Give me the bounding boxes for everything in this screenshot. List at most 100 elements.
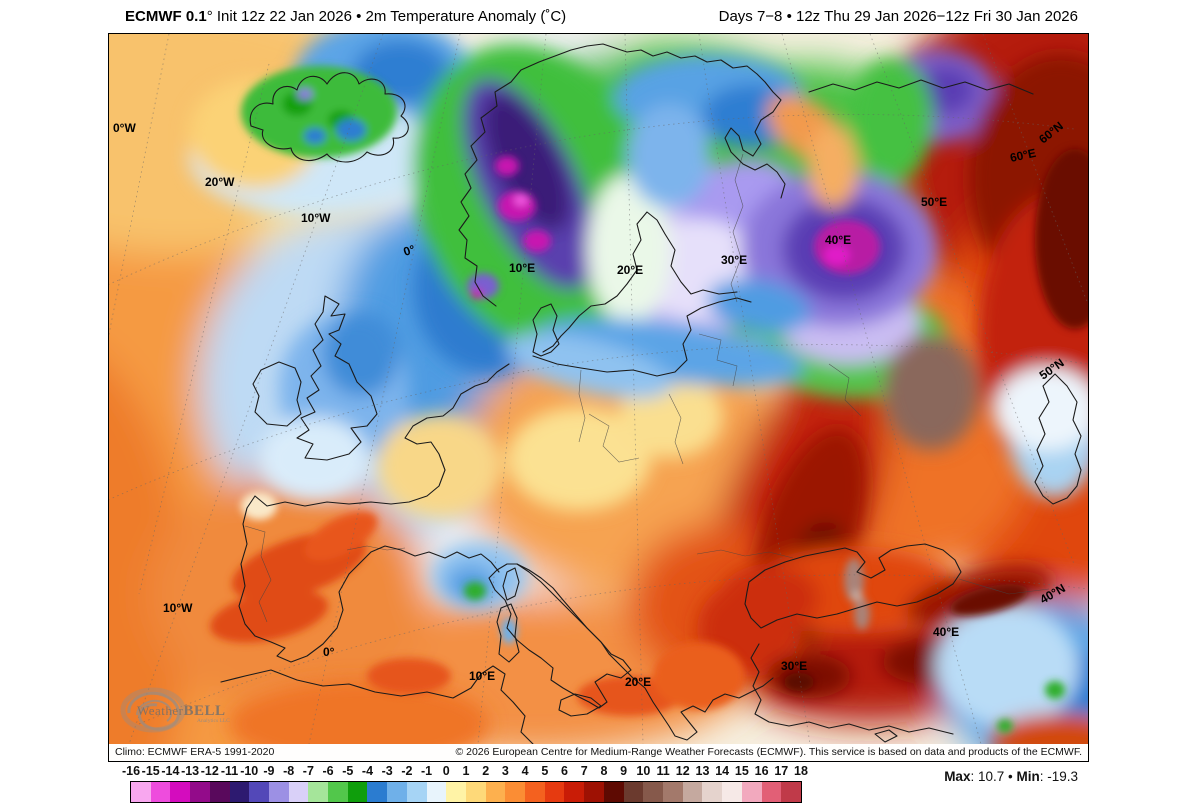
colorbar-tick: 7: [580, 764, 588, 778]
colorbar-cell: [623, 782, 644, 802]
geo-label: 50°E: [921, 195, 947, 209]
colorbar-cell: [525, 782, 545, 802]
colorbar-tick: 11: [656, 764, 670, 778]
min-value: : -19.3: [1039, 769, 1078, 784]
colorbar-cell: [544, 782, 565, 802]
colorbar-cell: [229, 782, 250, 802]
colorbar-cell: [209, 782, 230, 802]
map-frame: 0°W 20°W 10°W 0° 10°E 20°E 30°E 40°E 50°E 60°E 60°…: [108, 33, 1089, 762]
geo-label: 20°E: [617, 263, 643, 277]
colorbar-cell: [249, 782, 269, 802]
valid-time-range: Days 7−8 • 12z Thu 29 Jan 2026−12z Fri 3…: [718, 8, 1078, 25]
colorbar-cell: [682, 782, 703, 802]
colorbar-cell: [308, 782, 329, 802]
colorbar-cell: [584, 782, 604, 802]
max-min-stats: Max: 10.7 • Min: -19.3: [944, 769, 1078, 784]
colorbar-cell: [446, 782, 466, 802]
colorbar-tick: -8: [283, 764, 295, 778]
colorbar-tick: 15: [734, 764, 749, 778]
geo-label: 10°W: [163, 601, 193, 615]
colorbar-tick: -13: [181, 764, 200, 778]
colorbar-cell: [150, 782, 171, 802]
geo-label: 10°E: [509, 261, 535, 275]
colorbar-tick: 1: [462, 764, 470, 778]
model-name: ECMWF 0.1: [125, 8, 207, 25]
attribution-bar: Climo: ECMWF ERA-5 1991-2020 © 2026 Euro…: [109, 744, 1088, 761]
colorbar-tick: -7: [302, 764, 314, 778]
geo-label: 20°E: [625, 675, 651, 689]
colorbar-cell: [406, 782, 427, 802]
colorbar-tick: -5: [342, 764, 354, 778]
colorbar-tick: 12: [675, 764, 690, 778]
graticule: [109, 34, 1088, 744]
min-label: Min: [1016, 769, 1040, 784]
stats-separator: •: [1004, 769, 1017, 784]
geo-label: 10°W: [301, 211, 331, 225]
colorbar-cell: [268, 782, 289, 802]
colorbar-tick: -14: [161, 764, 180, 778]
colorbar-cell: [288, 782, 309, 802]
geo-label: 0°W: [113, 121, 136, 135]
colorbar: [130, 781, 802, 803]
colorbar-cell: [131, 782, 151, 802]
anomaly-field: 0°W20°W10°W0°10°E 20°E30°E40°E50°E60°E60°…: [109, 34, 1088, 744]
colorbar-cell: [702, 782, 723, 802]
colorbar-cell: [367, 782, 388, 802]
geo-label: 30°E: [781, 659, 807, 673]
colorbar-tick: 8: [600, 764, 608, 778]
geo-labels: 0°W20°W10°W0°10°E 20°E30°E40°E50°E60°E60°…: [113, 119, 1068, 689]
temperature-anomaly-map: 0°W20°W10°W0°10°E 20°E30°E40°E50°E60°E60°…: [109, 34, 1088, 744]
colorbar-tick: -2: [401, 764, 413, 778]
copyright-attribution: © 2026 European Centre for Medium-Range …: [455, 746, 1082, 758]
colorbar-tick: -3: [381, 764, 393, 778]
colorbar-tick: 10: [636, 764, 651, 778]
colorbar-cell: [564, 782, 585, 802]
max-label: Max: [944, 769, 971, 784]
colorbar-cell: [741, 782, 762, 802]
colorbar-tick: 6: [561, 764, 568, 778]
colorbar-cell: [781, 782, 801, 802]
colorbar-tick: -12: [200, 764, 219, 778]
geo-label: 10°E: [469, 669, 495, 683]
colorbar-cell: [328, 782, 348, 802]
climo-attribution: Climo: ECMWF ERA-5 1991-2020: [115, 746, 275, 758]
max-value: : 10.7: [970, 769, 1005, 784]
colorbar-tick: 14: [715, 764, 730, 778]
colorbar-tick: 9: [620, 764, 628, 778]
geo-label: 60°E: [1009, 146, 1037, 165]
colorbar-tick: -10: [240, 764, 259, 778]
colorbar-cell: [603, 782, 624, 802]
colorbar-cell: [761, 782, 782, 802]
init-and-parameter: ° Init 12z 22 Jan 2026 • 2m Temperature …: [206, 8, 567, 25]
colorbar-tick: 3: [501, 764, 509, 778]
header: ECMWF 0.1° Init 12z 22 Jan 2026 • 2m Tem…: [0, 0, 1202, 32]
colorbar-tick: 17: [774, 764, 789, 778]
legend: -16 -15 -14 -13 -12 -11 -10 -9 -8 -7 -6 -5 -4 -3 -2 -1 0…: [0, 762, 1202, 808]
geo-label: 20°W: [205, 175, 235, 189]
colorbar-tick: 5: [541, 764, 549, 778]
colorbar-tick: -4: [361, 764, 374, 778]
colorbar-cell: [662, 782, 683, 802]
colorbar-tick: -1: [421, 764, 433, 778]
country-borders: [244, 153, 1050, 623]
colorbar-tick: -9: [263, 764, 275, 778]
colorbar-tick-labels: -16 -15 -14 -13 -12 -11 -10 -9 -8 -7 -6 -5 -4 -3 -2 -1 0…: [0, 764, 1202, 779]
geo-label: 40°E: [825, 233, 851, 247]
colorbar-cell: [485, 782, 506, 802]
colorbar-cell: [465, 782, 486, 802]
colorbar-cell: [643, 782, 663, 802]
colorbar-cell: [426, 782, 447, 802]
geo-label: 40°E: [933, 625, 959, 639]
geo-label: 0°: [323, 645, 335, 659]
colorbar-tick: 4: [521, 764, 529, 778]
colorbar-tick: -11: [220, 764, 239, 778]
colorbar-tick: 2: [482, 764, 490, 778]
colorbar-cell: [387, 782, 407, 802]
colorbar-tick: 16: [754, 764, 769, 778]
colorbar-cell: [505, 782, 526, 802]
map-title: ECMWF 0.1° Init 12z 22 Jan 2026 • 2m Tem…: [125, 8, 566, 25]
geo-label: 0°: [402, 242, 417, 259]
colorbar-cell: [347, 782, 368, 802]
colorbar-tick: -15: [141, 764, 160, 778]
